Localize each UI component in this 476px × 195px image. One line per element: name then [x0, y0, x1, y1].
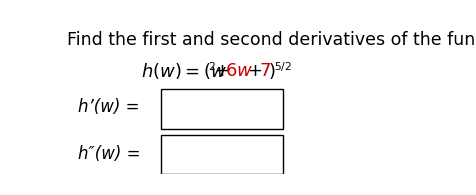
- FancyBboxPatch shape: [161, 135, 283, 174]
- Text: $7$: $7$: [258, 62, 270, 80]
- Text: Find the first and second derivatives of the function.: Find the first and second derivatives of…: [67, 31, 476, 49]
- Text: h’(w) =: h’(w) =: [78, 98, 139, 116]
- Text: h″(w) =: h″(w) =: [78, 145, 140, 163]
- Text: $^2$: $^2$: [207, 63, 215, 78]
- Text: $^{5/2}$: $^{5/2}$: [274, 63, 291, 78]
- Text: $6w$: $6w$: [225, 62, 253, 80]
- Text: $)$: $)$: [268, 61, 275, 81]
- Text: $ + $: $ + $: [247, 62, 262, 80]
- FancyBboxPatch shape: [161, 90, 283, 129]
- Text: $ + $: $ + $: [213, 62, 228, 80]
- Text: $h(w) = (w$: $h(w) = (w$: [141, 61, 227, 81]
